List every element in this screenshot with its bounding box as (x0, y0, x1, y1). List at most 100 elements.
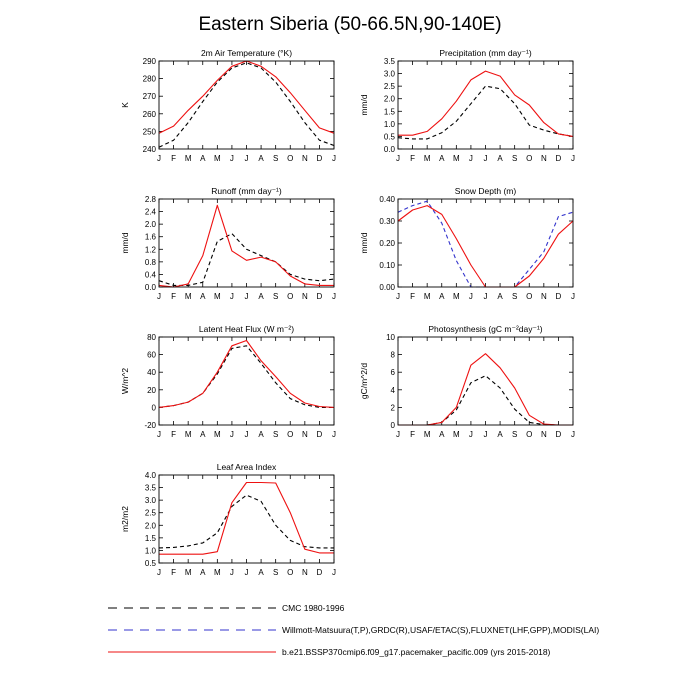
x-tick-label: D (317, 568, 323, 577)
legend-label: b.e21.BSSP370cmip6.f09_g17.pacemaker_pac… (282, 647, 551, 657)
x-tick-label: M (453, 154, 460, 163)
x-tick-label: A (200, 568, 206, 577)
x-tick-label: N (302, 292, 308, 301)
y-tick-label: 0.10 (379, 261, 395, 270)
y-tick-label: 0.0 (384, 145, 396, 154)
y-tick-label: 1.6 (145, 233, 157, 242)
series-line-obs (158, 62, 335, 148)
y-tick-label: 4 (391, 386, 396, 395)
y-tick-label: 3.0 (384, 70, 396, 79)
x-tick-label: A (439, 292, 445, 301)
x-tick-label: F (171, 154, 176, 163)
chart-title: Precipitation (mm day⁻¹) (439, 48, 532, 58)
y-tick-label: 60 (147, 351, 156, 360)
series-line-model (398, 70, 574, 137)
chart-panel-lhf: Latent Heat Flux (W m⁻²) W/m^2 -20 0 20 40 60 8… (120, 324, 336, 439)
chart-title: Runoff (mm day⁻¹) (211, 186, 282, 196)
y-axis-label: mm/d (120, 232, 130, 254)
series-line-obs (158, 494, 334, 549)
y-tick-label: 0.40 (379, 195, 395, 204)
x-tick-label: D (556, 292, 562, 301)
x-tick-label: F (410, 292, 415, 301)
y-axis-label: W/m^2 (120, 368, 130, 394)
y-tick-label: 0.0 (145, 283, 157, 292)
x-tick-label: J (484, 154, 488, 163)
legend-label: CMC 1980-1996 (282, 603, 345, 613)
x-tick-label: J (396, 430, 400, 439)
legend-item: b.e21.BSSP370cmip6.f09_g17.pacemaker_pac… (108, 647, 551, 657)
x-tick-label: J (571, 430, 575, 439)
plot-frame (158, 336, 335, 426)
plot-frame (158, 198, 335, 288)
x-tick-label: S (273, 154, 278, 163)
chart-panel-lai: Leaf Area Index m2/m2 0.5 1.0 1.5 2.0 2.5 3.0 3.… (120, 462, 336, 577)
x-tick-label: F (171, 430, 176, 439)
x-tick-label: J (245, 154, 249, 163)
x-tick-label: J (396, 154, 400, 163)
x-tick-label: M (185, 154, 192, 163)
y-tick-label: 3.5 (145, 484, 157, 493)
chart-title: Photosynthesis (gC m⁻²day⁻¹) (428, 324, 542, 334)
y-tick-label: 3.0 (145, 496, 157, 505)
y-tick-label: 2.5 (145, 509, 157, 518)
plot-frame (397, 198, 574, 288)
x-tick-label: A (439, 430, 445, 439)
series-line-model (158, 339, 335, 408)
x-tick-label: N (302, 154, 308, 163)
y-axis-label: m2/m2 (120, 506, 130, 532)
series-line-obs (158, 233, 335, 286)
x-tick-label: S (512, 292, 517, 301)
y-tick-label: 8 (391, 351, 396, 360)
x-tick-label: M (214, 154, 221, 163)
x-tick-label: O (526, 154, 532, 163)
legend: CMC 1980-1996 Willmott-Matsuura(T,P),GRDC… (108, 603, 599, 657)
series-line-obs (398, 375, 573, 426)
y-tick-label: 270 (143, 92, 157, 101)
legend-label: Willmott-Matsuura(T,P),GRDC(R),USAF/ETAC… (282, 625, 599, 635)
x-tick-label: O (526, 430, 532, 439)
x-tick-label: D (556, 154, 562, 163)
y-tick-label: 1.5 (384, 107, 396, 116)
x-tick-label: S (273, 568, 278, 577)
series-line-obs (397, 85, 574, 140)
y-tick-label: 2.0 (384, 95, 396, 104)
x-tick-label: A (200, 292, 206, 301)
y-tick-label: 20 (147, 386, 156, 395)
x-tick-label: A (258, 154, 264, 163)
y-axis-label: K (120, 102, 130, 108)
y-tick-label: 1.0 (384, 120, 396, 129)
x-tick-label: A (258, 568, 264, 577)
x-tick-label: N (541, 154, 547, 163)
x-tick-label: S (512, 430, 517, 439)
y-tick-label: 6 (391, 368, 396, 377)
y-tick-label: 2 (391, 403, 396, 412)
plot-frame (158, 474, 335, 564)
x-tick-label: D (317, 292, 323, 301)
x-tick-label: M (424, 292, 431, 301)
y-tick-label: 1.2 (145, 245, 157, 254)
x-tick-label: M (214, 568, 221, 577)
y-axis-label: mm/d (359, 94, 369, 116)
x-tick-label: J (469, 430, 473, 439)
plot-frame (397, 336, 574, 426)
x-tick-label: N (541, 292, 547, 301)
y-tick-label: 0.5 (384, 132, 396, 141)
chart-panel-temp: 2m Air Temperature (°K) K 240 250 260 270 280 2… (120, 48, 336, 163)
y-tick-label: 0.20 (379, 239, 395, 248)
y-tick-label: 0.30 (379, 217, 395, 226)
y-tick-label: 0.4 (145, 270, 157, 279)
legend-item: CMC 1980-1996 (108, 603, 345, 613)
y-tick-label: 40 (147, 368, 156, 377)
x-tick-label: F (171, 568, 176, 577)
x-tick-label: M (453, 430, 460, 439)
x-tick-label: J (571, 292, 575, 301)
x-tick-label: N (302, 430, 308, 439)
series-line-model (398, 353, 573, 426)
x-tick-label: N (302, 568, 308, 577)
y-tick-label: 10 (386, 333, 395, 342)
plot-frame (158, 60, 335, 150)
x-tick-label: M (185, 568, 192, 577)
x-tick-label: J (157, 154, 161, 163)
chart-panel-runoff: Runoff (mm day⁻¹) mm/d 0.0 0.4 0.8 1.2 1.6 2.0 2… (120, 186, 336, 301)
x-tick-label: A (497, 154, 503, 163)
